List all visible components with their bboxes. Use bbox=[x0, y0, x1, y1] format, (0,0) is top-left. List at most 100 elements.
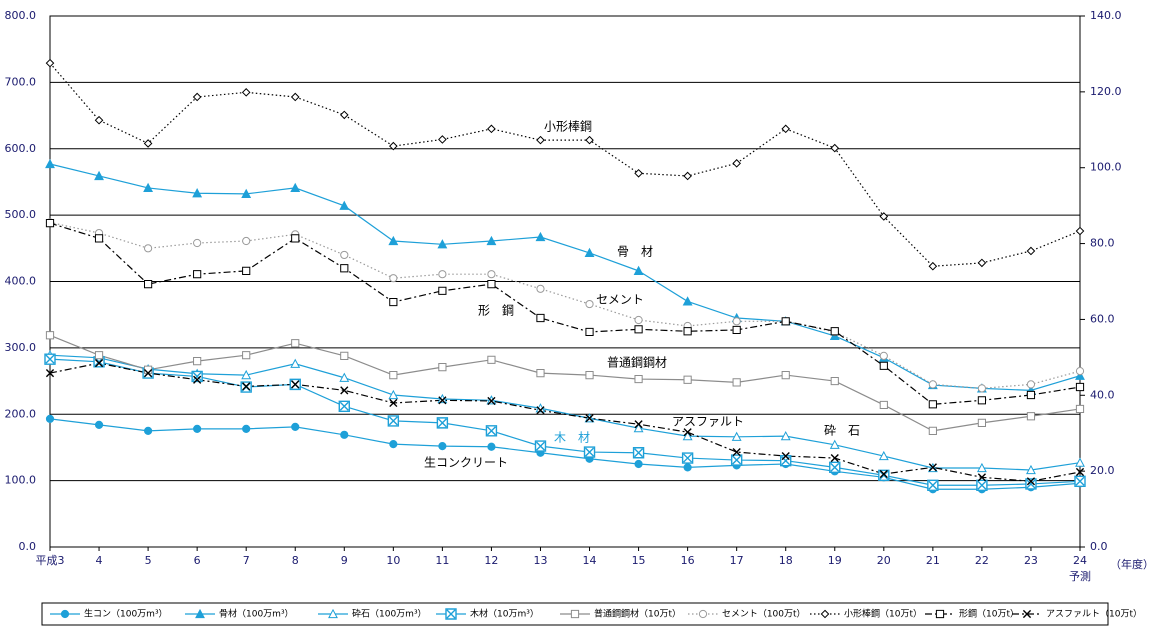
series-line bbox=[49, 358, 1081, 486]
x-tick-label: 18 bbox=[779, 554, 793, 567]
data-point bbox=[585, 299, 594, 309]
data-point bbox=[1075, 404, 1085, 414]
plot-frame bbox=[49, 15, 1081, 548]
data-point bbox=[389, 398, 398, 408]
data-point bbox=[192, 188, 203, 198]
data-point bbox=[780, 455, 792, 467]
data-point bbox=[781, 124, 791, 134]
data-point bbox=[927, 479, 939, 491]
data-point bbox=[928, 400, 937, 409]
data-point bbox=[683, 463, 692, 472]
data-point bbox=[585, 370, 594, 380]
data-point bbox=[928, 463, 937, 472]
data-point bbox=[829, 461, 841, 474]
y-tick-label: 300.0 bbox=[5, 341, 37, 354]
data-point bbox=[1075, 370, 1085, 380]
data-point bbox=[977, 384, 987, 393]
data-point bbox=[191, 370, 203, 383]
data-point bbox=[634, 169, 643, 178]
data-point bbox=[534, 440, 547, 452]
annotation: セメント bbox=[596, 293, 644, 307]
legend-marker bbox=[195, 608, 205, 619]
data-point bbox=[242, 351, 251, 360]
data-point bbox=[829, 439, 840, 449]
data-point bbox=[388, 389, 399, 400]
data-point bbox=[730, 454, 743, 466]
legend-label: 木材（10万m³） bbox=[470, 608, 539, 620]
x-tick-label: 13 bbox=[533, 554, 547, 567]
x-tick-label: 24 bbox=[1073, 554, 1087, 567]
data-point bbox=[731, 431, 742, 441]
annotation: 普通鋼鋼材 bbox=[607, 356, 667, 370]
x-tick-label: 17 bbox=[730, 554, 744, 567]
data-point bbox=[389, 370, 398, 380]
data-point bbox=[977, 418, 987, 427]
data-point bbox=[732, 378, 741, 387]
data-point bbox=[438, 270, 447, 279]
data-point bbox=[1075, 457, 1085, 467]
data-point bbox=[781, 317, 790, 326]
data-point bbox=[44, 353, 56, 365]
data-point bbox=[487, 270, 496, 279]
legend-label: 普通鋼鋼材（10万t） bbox=[594, 608, 681, 620]
x-unit: （年度） bbox=[1110, 557, 1150, 571]
y2-tick-label: 20.0 bbox=[1090, 464, 1115, 477]
data-point bbox=[1026, 380, 1036, 389]
series-line bbox=[49, 163, 1081, 391]
data-point bbox=[94, 359, 104, 368]
data-point bbox=[339, 110, 349, 120]
data-point bbox=[241, 88, 251, 97]
data-point bbox=[683, 375, 692, 384]
x-tick-label: 5 bbox=[145, 554, 152, 567]
data-point bbox=[340, 386, 349, 395]
data-point bbox=[634, 420, 643, 429]
data-point bbox=[879, 212, 889, 221]
data-point bbox=[45, 369, 55, 378]
data-point bbox=[340, 250, 349, 260]
data-point bbox=[683, 428, 692, 437]
data-point bbox=[634, 459, 643, 469]
data-point bbox=[682, 296, 693, 306]
data-point bbox=[1075, 367, 1085, 376]
data-point bbox=[290, 182, 301, 193]
data-point bbox=[536, 135, 545, 145]
y-tick-label: 400.0 bbox=[5, 275, 37, 288]
y-tick-label: 0.0 bbox=[19, 540, 37, 553]
data-point bbox=[242, 424, 251, 433]
data-point bbox=[389, 274, 398, 283]
data-point bbox=[339, 200, 350, 210]
data-point bbox=[487, 396, 496, 406]
data-point bbox=[45, 58, 55, 68]
x-tick-label: 6 bbox=[194, 554, 201, 567]
x-tick-label: 平成3 bbox=[36, 554, 65, 567]
data-point bbox=[682, 430, 693, 441]
data-point bbox=[193, 357, 202, 366]
data-point bbox=[388, 235, 399, 246]
data-point bbox=[1026, 246, 1036, 256]
data-point bbox=[437, 239, 448, 249]
annotation: 骨 材 bbox=[617, 245, 653, 259]
data-point bbox=[291, 380, 300, 389]
data-point bbox=[94, 420, 104, 429]
data-point bbox=[438, 442, 447, 451]
data-point bbox=[340, 351, 349, 360]
data-point bbox=[389, 297, 398, 307]
data-point bbox=[634, 325, 643, 334]
x-tick-label: 16 bbox=[681, 554, 695, 567]
legend-marker bbox=[328, 608, 338, 619]
y-tick-label: 700.0 bbox=[5, 75, 37, 88]
data-point bbox=[487, 442, 496, 451]
y2-tick-label: 0.0 bbox=[1090, 540, 1108, 553]
data-point bbox=[143, 426, 153, 435]
series-line bbox=[49, 418, 1081, 490]
data-point bbox=[681, 452, 694, 464]
x-tick-label: 19 bbox=[828, 554, 842, 567]
data-point bbox=[485, 425, 498, 437]
data-point bbox=[879, 361, 888, 370]
data-point bbox=[340, 264, 349, 273]
data-point bbox=[536, 406, 545, 415]
legend-marker bbox=[935, 609, 945, 619]
y-tick-label: 200.0 bbox=[5, 407, 37, 420]
data-point bbox=[143, 139, 153, 148]
